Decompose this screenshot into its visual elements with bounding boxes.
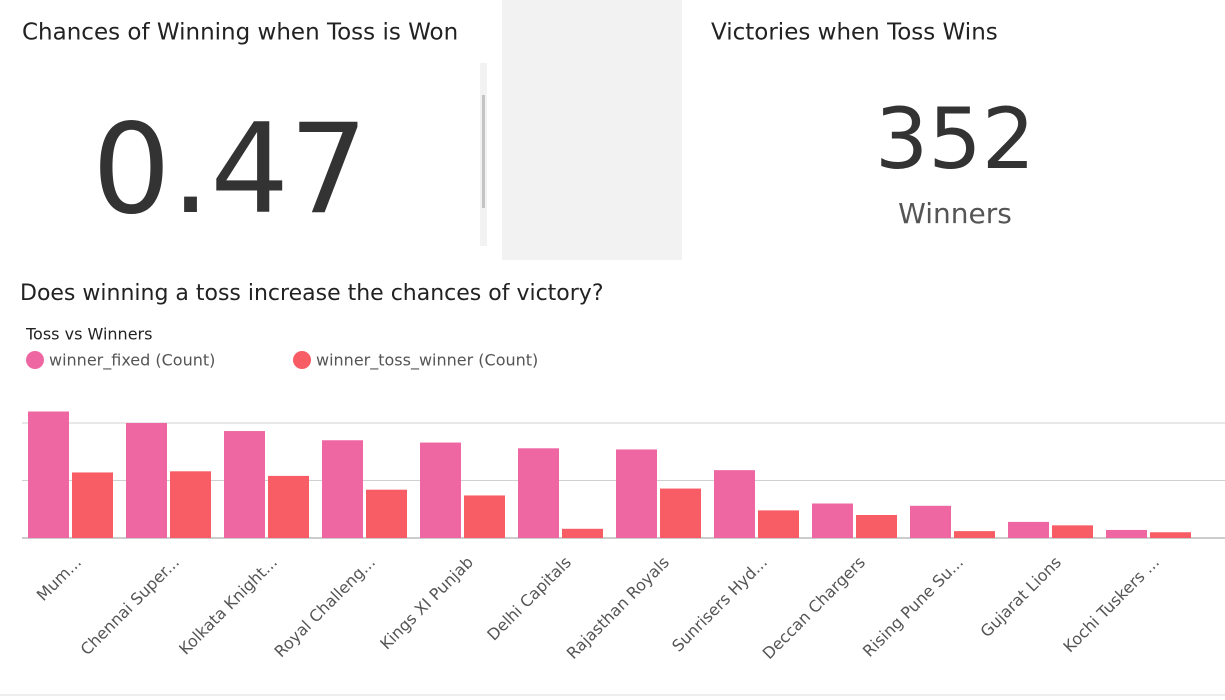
plot: winner_fixed (Count) winner_toss_winner (… <box>22 351 1225 663</box>
kpi-title: Chances of Winning when Toss is Won <box>22 20 458 46</box>
bar <box>616 449 657 538</box>
chart-subtitle: Toss vs Winners <box>25 325 152 344</box>
bar <box>28 411 69 538</box>
bar <box>126 423 167 538</box>
legend-marker <box>26 351 44 369</box>
bar <box>1052 525 1093 538</box>
x-tick-label: Kochi Tuskers ... <box>1059 553 1163 657</box>
x-tick-label: Royal Challeng... <box>271 553 379 661</box>
x-tick-label: Kings XI Punjab <box>376 553 477 654</box>
empty-panel <box>502 0 682 260</box>
bar <box>812 503 853 538</box>
legend-label: winner_fixed (Count) <box>49 351 215 371</box>
bar <box>518 448 559 538</box>
x-tick-label: Delhi Capitals <box>483 553 575 645</box>
bar <box>1008 521 1049 538</box>
bar <box>464 495 505 538</box>
bar <box>660 488 701 538</box>
x-tick-label: Rajasthan Royals <box>563 553 673 663</box>
bar <box>420 442 461 538</box>
bar <box>170 471 211 538</box>
x-tick-label: Chennai Super... <box>77 553 183 659</box>
bar <box>856 515 897 538</box>
bar <box>758 510 799 538</box>
kpi-value: 352 <box>875 90 1035 188</box>
bar <box>562 528 603 538</box>
kpi-unit: Winners <box>898 197 1012 230</box>
x-tick-label: Gujarat Lions <box>977 553 1065 641</box>
kpi-title: Victories when Toss Wins <box>711 20 998 46</box>
kpi-value: 0.47 <box>92 98 368 242</box>
x-tick-label: Kolkata Knight... <box>175 553 281 659</box>
bar <box>1150 532 1191 538</box>
bar <box>910 505 951 538</box>
bar <box>366 489 407 538</box>
x-tick-label: Deccan Chargers <box>759 553 869 663</box>
bar <box>1106 529 1147 538</box>
legend-label: winner_toss_winner (Count) <box>316 351 538 371</box>
scrollbar-thumb[interactable] <box>482 95 485 208</box>
bar <box>954 531 995 538</box>
bar <box>72 472 113 538</box>
x-tick-label: Sunrisers Hyd... <box>668 553 771 656</box>
bar <box>224 431 265 538</box>
x-tick-label: Mum... <box>33 553 85 605</box>
chart-title: Does winning a toss increase the chances… <box>20 281 604 306</box>
bar <box>322 440 363 538</box>
bar <box>714 470 755 538</box>
x-tick-label: Rising Pune Su... <box>859 553 967 661</box>
legend-marker <box>293 351 311 369</box>
bar <box>268 475 309 538</box>
